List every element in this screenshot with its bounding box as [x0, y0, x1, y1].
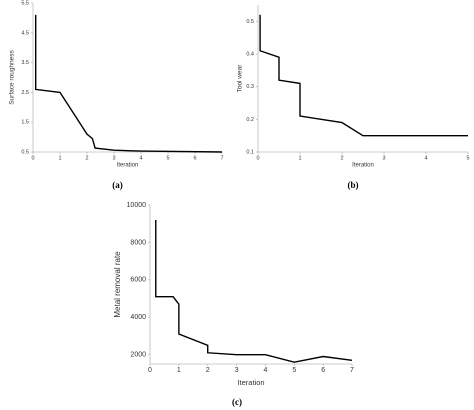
x-tick-label: 2: [85, 155, 88, 161]
y-axis-label: Tool wear: [237, 64, 244, 93]
y-tick-label: 8000: [130, 239, 146, 246]
y-tick-label: 2000: [130, 351, 146, 358]
x-tick-label: 6: [321, 367, 325, 374]
x-tick-label: 3: [112, 155, 115, 161]
x-tick-label: 1: [58, 155, 61, 161]
x-tick-label: 3: [235, 367, 239, 374]
data-line: [155, 219, 353, 363]
x-tick-label: 0: [148, 367, 152, 374]
y-tick-label: 3.5: [21, 60, 29, 66]
y-tick-label: 0.4: [246, 51, 254, 57]
caption: (b): [348, 180, 359, 190]
x-tick-label: 0: [31, 155, 34, 161]
y-tick-label: 2.5: [21, 90, 29, 96]
x-tick-label: 5: [466, 155, 469, 161]
x-tick-label: 0: [256, 155, 259, 161]
x-tick-label: 1: [298, 155, 301, 161]
y-tick-label: 4.5: [21, 30, 29, 36]
x-axis-label: Iteration: [237, 378, 264, 387]
x-axis-label: Iteration: [117, 163, 139, 169]
x-tick-label: 3: [382, 155, 385, 161]
x-tick-label: 5: [292, 367, 296, 374]
y-tick-label: 0.1: [246, 149, 254, 155]
x-tick-label: 2: [206, 367, 210, 374]
y-tick-label: 0.5: [246, 19, 254, 25]
y-tick-label: 0.3: [246, 84, 254, 90]
y-tick-label: 6000: [130, 277, 146, 284]
y-tick-label: 0.2: [246, 117, 254, 123]
caption: (c): [232, 397, 242, 407]
caption: (a): [112, 180, 123, 190]
x-tick-label: 4: [424, 155, 427, 161]
x-axis-label: Iteration: [352, 163, 374, 169]
data-line: [259, 14, 468, 137]
y-tick-label: 5.5: [21, 0, 29, 6]
x-tick-label: 7: [220, 155, 223, 161]
y-axis-label: Metal removal rate: [113, 251, 122, 318]
x-tick-label: 5: [166, 155, 169, 161]
y-tick-label: 4000: [130, 314, 146, 321]
x-tick-label: 7: [350, 367, 354, 374]
x-tick-label: 6: [193, 155, 196, 161]
y-tick-label: 10000: [127, 202, 147, 209]
y-tick-label: 1.5: [21, 120, 29, 126]
x-tick-label: 4: [263, 367, 267, 374]
y-tick-label: 0.5: [21, 149, 29, 155]
x-tick-label: 2: [340, 155, 343, 161]
data-line: [35, 14, 223, 153]
x-tick-label: 4: [139, 155, 142, 161]
y-axis-label: Surface roughness: [9, 49, 16, 104]
x-tick-label: 1: [177, 367, 181, 374]
